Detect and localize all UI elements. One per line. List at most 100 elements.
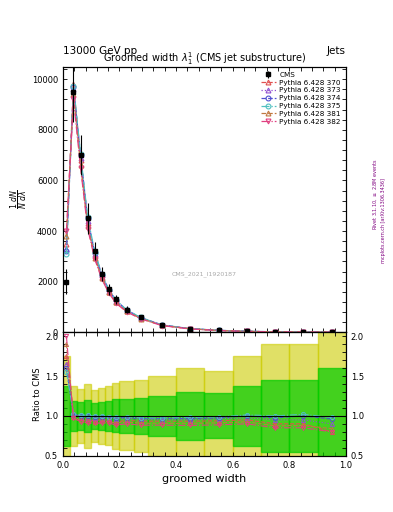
Pythia 6.428 381 — [160, 323, 164, 329]
Pythia 6.428 382 — [160, 323, 164, 329]
Pythia 6.428 373 — [329, 329, 334, 335]
Pythia 6.428 370 — [188, 326, 193, 332]
Bar — [261, 380, 289, 452]
Pythia 6.428 370 — [301, 329, 306, 335]
Text: 13000 GeV pp: 13000 GeV pp — [63, 46, 137, 56]
Pythia 6.428 374 — [160, 322, 164, 328]
Title: Groomed width $\lambda_1^1$ (CMS jet substructure): Groomed width $\lambda_1^1$ (CMS jet sub… — [103, 50, 306, 67]
Pythia 6.428 374 — [64, 248, 69, 254]
Pythia 6.428 373 — [71, 86, 76, 92]
Y-axis label: Ratio to CMS: Ratio to CMS — [33, 367, 42, 421]
Bar — [289, 344, 318, 487]
Pythia 6.428 370 — [78, 157, 83, 163]
Bar — [63, 356, 70, 476]
Pythia 6.428 374 — [188, 326, 193, 332]
Pythia 6.428 373 — [244, 328, 249, 334]
Pythia 6.428 381 — [273, 329, 277, 335]
Pythia 6.428 374 — [71, 84, 76, 90]
Pythia 6.428 375 — [114, 297, 118, 303]
Bar — [176, 368, 204, 464]
Pythia 6.428 381 — [71, 91, 76, 97]
Pythia 6.428 375 — [301, 329, 306, 335]
Pythia 6.428 374 — [244, 328, 249, 334]
Pythia 6.428 381 — [124, 308, 129, 314]
Pythia 6.428 374 — [301, 329, 306, 335]
Pythia 6.428 382 — [273, 329, 277, 335]
Pythia 6.428 381 — [85, 223, 90, 229]
Pythia 6.428 375 — [92, 249, 97, 255]
Pythia 6.428 370 — [99, 273, 104, 280]
Legend: CMS, Pythia 6.428 370, Pythia 6.428 373, Pythia 6.428 374, Pythia 6.428 375, Pyt: CMS, Pythia 6.428 370, Pythia 6.428 373,… — [258, 69, 343, 127]
Pythia 6.428 374 — [329, 329, 334, 335]
Line: Pythia 6.428 382: Pythia 6.428 382 — [64, 97, 334, 335]
Pythia 6.428 373 — [124, 307, 129, 313]
Pythia 6.428 373 — [188, 326, 193, 332]
Pythia 6.428 381 — [78, 162, 83, 168]
Line: Pythia 6.428 373: Pythia 6.428 373 — [64, 87, 334, 335]
Bar — [91, 390, 98, 442]
Bar — [77, 402, 84, 430]
Pythia 6.428 370 — [114, 299, 118, 305]
Pythia 6.428 374 — [85, 216, 90, 222]
Line: Pythia 6.428 370: Pythia 6.428 370 — [64, 82, 334, 335]
Bar — [134, 398, 148, 434]
Pythia 6.428 370 — [85, 220, 90, 226]
Bar — [119, 381, 134, 451]
Line: Pythia 6.428 381: Pythia 6.428 381 — [64, 92, 334, 335]
Pythia 6.428 382 — [114, 300, 118, 306]
Pythia 6.428 382 — [78, 165, 83, 171]
Bar — [91, 403, 98, 429]
Pythia 6.428 382 — [301, 329, 306, 335]
Pythia 6.428 382 — [99, 276, 104, 282]
Pythia 6.428 382 — [216, 328, 221, 334]
Pythia 6.428 375 — [244, 328, 249, 334]
Bar — [105, 401, 112, 431]
Bar — [261, 344, 289, 487]
Pythia 6.428 375 — [85, 214, 90, 220]
Pythia 6.428 373 — [99, 272, 104, 279]
Pythia 6.428 375 — [64, 251, 69, 257]
Pythia 6.428 382 — [124, 309, 129, 315]
Pythia 6.428 370 — [329, 329, 334, 335]
Pythia 6.428 374 — [99, 271, 104, 278]
Pythia 6.428 370 — [273, 329, 277, 335]
Pythia 6.428 373 — [273, 329, 277, 335]
Pythia 6.428 374 — [216, 327, 221, 333]
Text: Jets: Jets — [327, 46, 346, 56]
Pythia 6.428 370 — [64, 241, 69, 247]
Pythia 6.428 373 — [92, 251, 97, 257]
Pythia 6.428 375 — [138, 314, 143, 321]
Pythia 6.428 382 — [92, 256, 97, 262]
Pythia 6.428 375 — [124, 307, 129, 313]
Bar — [112, 383, 119, 449]
Pythia 6.428 381 — [301, 329, 306, 335]
Pythia 6.428 373 — [301, 329, 306, 335]
Bar — [77, 389, 84, 443]
Pythia 6.428 382 — [85, 225, 90, 231]
Line: Pythia 6.428 374: Pythia 6.428 374 — [64, 84, 334, 335]
Pythia 6.428 373 — [160, 322, 164, 328]
Pythia 6.428 373 — [85, 218, 90, 224]
Pythia 6.428 374 — [138, 314, 143, 321]
Pythia 6.428 381 — [329, 329, 334, 335]
Pythia 6.428 381 — [244, 328, 249, 334]
Pythia 6.428 373 — [64, 246, 69, 252]
Bar — [148, 376, 176, 456]
Y-axis label: $\frac{1}{N}\frac{dN}{d\lambda}$: $\frac{1}{N}\frac{dN}{d\lambda}$ — [9, 189, 30, 209]
Bar — [112, 399, 119, 433]
Bar — [318, 321, 346, 511]
Pythia 6.428 375 — [188, 326, 193, 332]
Bar — [204, 371, 233, 461]
Bar — [98, 388, 105, 444]
Text: Rivet 3.1.10, $\geq$ 2.8M events: Rivet 3.1.10, $\geq$ 2.8M events — [371, 159, 379, 230]
Pythia 6.428 381 — [188, 326, 193, 332]
Pythia 6.428 375 — [329, 329, 334, 335]
Bar — [233, 386, 261, 446]
Pythia 6.428 375 — [71, 82, 76, 89]
Bar — [105, 387, 112, 445]
Bar — [70, 401, 77, 431]
Bar — [233, 356, 261, 476]
Pythia 6.428 370 — [107, 289, 111, 295]
Text: mcplots.cern.ch [arXiv:1306.3436]: mcplots.cern.ch [arXiv:1306.3436] — [381, 178, 386, 263]
Pythia 6.428 374 — [124, 307, 129, 313]
